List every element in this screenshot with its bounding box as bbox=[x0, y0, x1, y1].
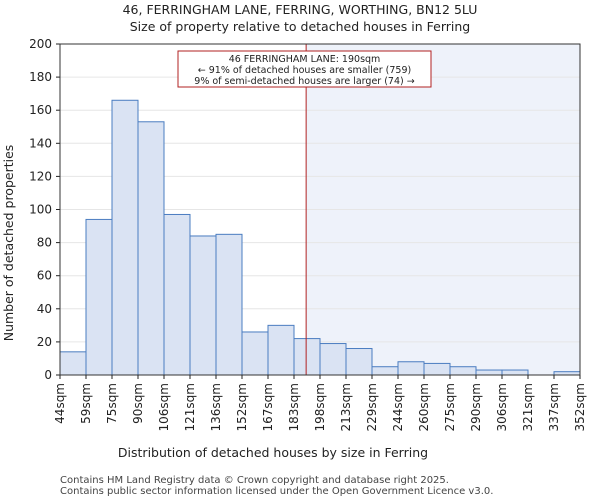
y-tick-label: 40 bbox=[37, 302, 52, 316]
bar bbox=[215, 233, 243, 376]
x-tick-label: 321sqm bbox=[521, 383, 535, 431]
annotation-line-3: 9% of semi-detached houses are larger (7… bbox=[194, 76, 414, 87]
bar bbox=[475, 369, 503, 376]
bar bbox=[59, 351, 87, 376]
y-tick-label: 140 bbox=[29, 136, 52, 150]
bar bbox=[423, 362, 451, 376]
y-tick-label: 100 bbox=[29, 203, 52, 217]
bar bbox=[137, 121, 165, 376]
bar bbox=[163, 213, 191, 376]
bar bbox=[111, 99, 139, 376]
y-tick-label: 120 bbox=[29, 169, 52, 183]
x-tick-label: 44sqm bbox=[53, 383, 67, 424]
x-tick-label: 244sqm bbox=[391, 383, 405, 431]
annotation-line-1: 46 FERRINGHAM LANE: 190sqm bbox=[229, 54, 381, 65]
x-tick-label: 167sqm bbox=[261, 383, 275, 431]
x-axis-label: Distribution of detached houses by size … bbox=[118, 445, 428, 460]
bar bbox=[319, 343, 347, 376]
x-tick-label: 337sqm bbox=[547, 383, 561, 431]
y-axis-label: Number of detached properties bbox=[1, 145, 16, 342]
y-tick-label: 180 bbox=[29, 70, 52, 84]
x-tick-label: 121sqm bbox=[183, 383, 197, 431]
bar bbox=[267, 324, 295, 376]
x-tick-label: 260sqm bbox=[417, 383, 431, 431]
y-tick-label: 80 bbox=[37, 236, 52, 250]
x-tick-label: 183sqm bbox=[287, 383, 301, 431]
annotation-frame bbox=[177, 50, 432, 88]
x-tick-label: 106sqm bbox=[157, 383, 171, 431]
y-tick-label: 20 bbox=[37, 335, 52, 349]
x-tick-label: 198sqm bbox=[313, 383, 327, 431]
bar bbox=[293, 338, 321, 376]
annotation-box: 46 FERRINGHAM LANE: 190sqm ← 91% of deta… bbox=[177, 50, 432, 88]
x-tick-label: 59sqm bbox=[79, 383, 93, 424]
x-tick-label: 75sqm bbox=[105, 383, 119, 424]
bar bbox=[189, 235, 217, 376]
bar bbox=[397, 361, 425, 376]
x-tick-label: 90sqm bbox=[131, 383, 145, 424]
annotation-line-2: ← 91% of detached houses are smaller (75… bbox=[198, 65, 411, 76]
bar bbox=[371, 366, 399, 376]
chart-title: 46, FERRINGHAM LANE, FERRING, WORTHING, … bbox=[123, 2, 478, 17]
x-tick-label: 152sqm bbox=[235, 383, 249, 431]
footer-line-2: Contains public sector information licen… bbox=[60, 486, 493, 497]
x-tick-label: 213sqm bbox=[339, 383, 353, 431]
x-tick-label: 229sqm bbox=[365, 383, 379, 431]
bar bbox=[241, 331, 269, 376]
x-tick-label: 306sqm bbox=[495, 383, 509, 431]
bar bbox=[501, 369, 529, 376]
y-tick-label: 60 bbox=[37, 269, 52, 283]
bar bbox=[85, 218, 113, 376]
y-tick-label: 200 bbox=[29, 37, 52, 51]
plot-area: 0 20 40 60 80 100 120 140 160 180 200 44sqm 59sqm 75s… bbox=[29, 37, 587, 431]
bar bbox=[449, 366, 477, 376]
x-tick-label: 275sqm bbox=[443, 383, 457, 431]
footer-line-1: Contains HM Land Registry data © Crown c… bbox=[60, 475, 449, 486]
bar bbox=[345, 348, 373, 376]
chart-subtitle: Size of property relative to detached ho… bbox=[130, 19, 471, 34]
y-tick-label: 0 bbox=[44, 368, 52, 382]
x-tick-label: 290sqm bbox=[469, 383, 483, 431]
x-tick-label: 352sqm bbox=[573, 383, 587, 431]
x-tick-label: 136sqm bbox=[209, 383, 223, 431]
y-tick-label: 160 bbox=[29, 103, 52, 117]
